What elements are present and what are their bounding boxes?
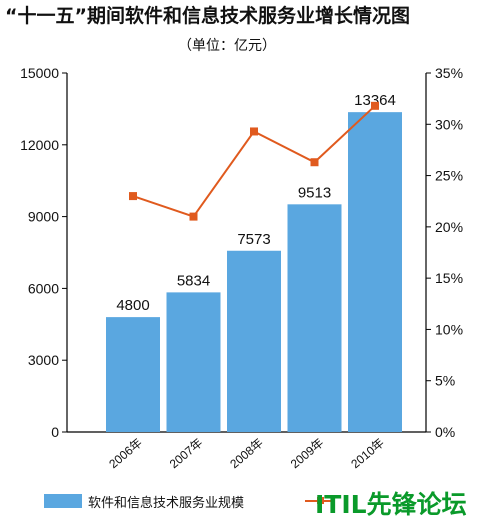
- right-tick-label: 5%: [435, 373, 455, 389]
- left-tick-label: 9000: [28, 209, 59, 225]
- bar-value-label: 9513: [298, 184, 331, 201]
- bar: [348, 112, 402, 432]
- right-tick-label: 35%: [435, 65, 463, 81]
- x-tick-label: 2010年: [348, 436, 387, 472]
- right-tick-label: 20%: [435, 219, 463, 235]
- line-point-marker: [189, 212, 198, 221]
- bar-value-label: 4800: [116, 297, 149, 314]
- watermark: ITIL先锋论坛: [315, 490, 467, 519]
- x-tick-label: 2007年: [167, 436, 206, 472]
- legend-bar-swatch: [44, 494, 82, 508]
- line-point-marker: [250, 127, 258, 136]
- right-y-axis: 0% 5% 10% 15% 20% 25% 30% 35%: [425, 65, 463, 440]
- right-tick-label: 0%: [435, 424, 455, 440]
- right-tick-label: 30%: [435, 116, 463, 132]
- bar: [106, 317, 160, 432]
- left-tick-label: 15000: [20, 65, 59, 81]
- left-tick-label: 12000: [20, 137, 59, 153]
- growth-line-path: [132, 105, 376, 218]
- line-point-marker: [310, 158, 319, 167]
- chart-subtitle: （单位：亿元）: [178, 38, 276, 54]
- bar-value-label: 5834: [177, 272, 210, 289]
- legend-bar-label: 软件和信息技术服务业规模: [88, 495, 244, 511]
- bar-data-labels: 4800 5834 7573 9513 13364: [116, 92, 396, 314]
- right-tick-label: 15%: [435, 270, 463, 286]
- left-tick-label: 0: [51, 424, 59, 440]
- legend: 软件和信息技术服务业规模: [44, 494, 335, 511]
- x-tick-label: 2006年: [106, 436, 145, 472]
- chart-title: “十一五”期间软件和信息技术服务业增长情况图: [5, 4, 410, 27]
- growth-rate-line: [129, 101, 379, 221]
- line-point-marker: [371, 101, 379, 110]
- x-tick-label: 2009年: [288, 436, 327, 472]
- bar-value-label: 13364: [354, 92, 396, 109]
- right-tick-label: 25%: [435, 168, 463, 184]
- x-tick-label: 2008年: [227, 436, 266, 472]
- line-point-marker: [129, 192, 137, 201]
- right-tick-label: 10%: [435, 321, 463, 337]
- legend-line-marker: [317, 497, 324, 504]
- left-tick-label: 3000: [28, 352, 59, 368]
- left-tick-label: 6000: [28, 280, 59, 296]
- bar-series: [106, 112, 402, 432]
- bar-value-label: 7573: [237, 231, 270, 248]
- bar: [166, 292, 221, 432]
- bar: [287, 204, 342, 432]
- x-axis-ticks: 2006年 2007年 2008年 2009年 2010年: [106, 436, 387, 472]
- bar: [227, 250, 281, 432]
